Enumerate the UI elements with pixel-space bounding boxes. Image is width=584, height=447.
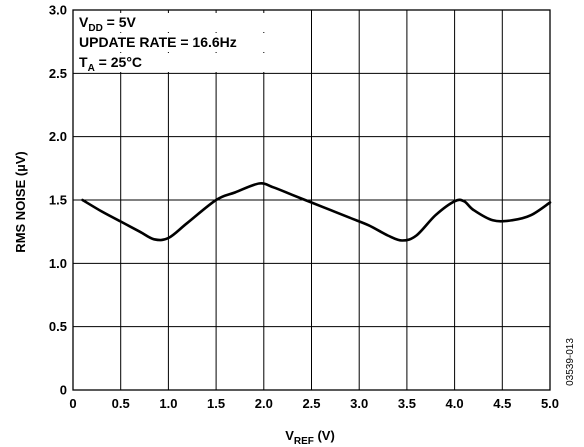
annotation-line: TA = 25°C [79, 54, 142, 74]
x-tick-label: 2.0 [255, 396, 273, 411]
annotation-main: T [79, 54, 88, 70]
annotation-main: V [79, 14, 89, 30]
y-axis-title: RMS NOISE (µV) [13, 151, 28, 252]
annotation-subscript: A [88, 63, 95, 74]
x-tick-label: 2.5 [302, 396, 320, 411]
x-tick-labels: 0 0.5 1.0 1.5 2.0 2.5 3.0 3.5 4.0 4.5 5.0 [69, 396, 559, 411]
x-tick-label: 3.0 [350, 396, 368, 411]
x-tick-label: 4.0 [446, 396, 464, 411]
x-tick-label: 1.5 [207, 396, 225, 411]
x-tick-label: 1.0 [159, 396, 177, 411]
x-tick-label: 0 [69, 396, 76, 411]
y-tick-labels: 0 0.5 1.0 1.5 2.0 2.5 3.0 [49, 3, 67, 398]
plot-frame [72, 9, 551, 391]
y-tick-label: 2.0 [49, 129, 67, 144]
annotation-main: UPDATE RATE = 16.6Hz [79, 34, 237, 50]
x-axis-title-subscript: REF [294, 436, 314, 447]
y-tick-label: 0 [60, 383, 67, 398]
x-axis-title-unit: (V) [314, 428, 335, 443]
annotation-line: UPDATE RATE = 16.6Hz [79, 34, 237, 50]
annotation-line: VDD = 5V [79, 14, 137, 34]
rms-noise-series-line [81, 182, 552, 242]
x-axis-title-main: V [285, 428, 294, 443]
x-tick-label: 4.5 [493, 396, 511, 411]
annotation-tail: = 25°C [95, 54, 142, 70]
x-tick-label: 0.5 [112, 396, 130, 411]
annotation-background [76, 13, 292, 32]
annotation-subscript: DD [88, 23, 102, 34]
annotation-background [76, 33, 292, 52]
x-tick-label: 5.0 [541, 396, 559, 411]
annotation-background [76, 53, 292, 72]
annotation-tail: = 5V [103, 14, 137, 30]
y-tick-label: 1.0 [49, 256, 67, 271]
y-tick-label: 3.0 [49, 3, 67, 18]
figure-id: 03539-013 [565, 338, 576, 386]
x-tick-label: 3.5 [398, 396, 416, 411]
y-tick-label: 0.5 [49, 319, 67, 334]
x-axis-title: VREF (V) [285, 428, 335, 447]
y-tick-label: 1.5 [49, 193, 67, 208]
y-tick-label: 2.5 [49, 66, 67, 81]
